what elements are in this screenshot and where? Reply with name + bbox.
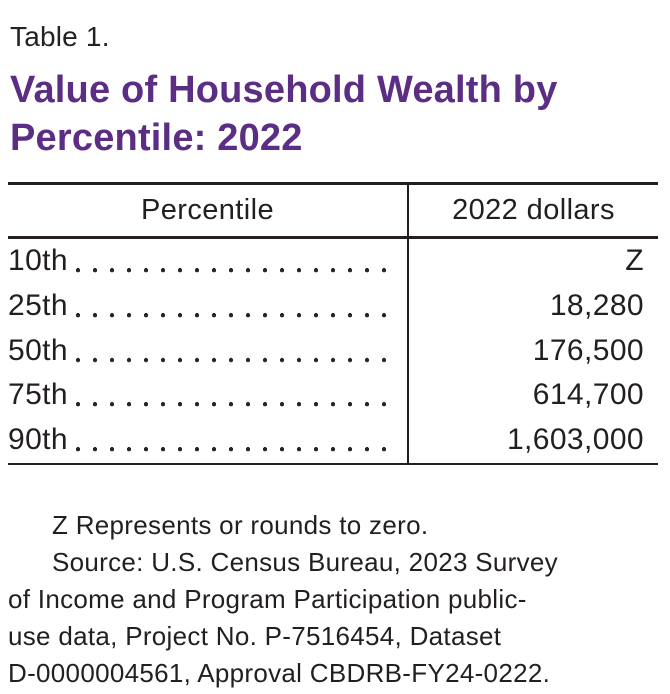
table-row: 10th Z [8,239,658,284]
table-header-row: Percentile 2022 dollars [8,182,658,239]
table-title: Value of Household Wealth by Percentile:… [10,66,670,162]
table-body: 10th Z 25th 18,280 50th 176,500 [8,239,658,465]
note-source-line-3: use data, Project No. P-7516454, Dataset [8,620,502,651]
table-row: 50th 176,500 [8,328,658,374]
table-notes: Z Represents or rounds to zero. Source: … [8,507,668,692]
column-header-2022-dollars: 2022 dollars [452,194,615,226]
row-value: 176,500 [532,333,644,367]
column-header-percentile: Percentile [8,185,409,236]
table-title-line-2: Percentile: 2022 [10,117,303,159]
row-label: 50th [8,333,68,367]
row-label-cell: 25th [8,283,409,329]
wealth-percentile-table: Percentile 2022 dollars 10th Z 25th 18,2… [8,182,658,465]
table-row: 75th 614,700 [8,373,658,419]
row-label: 90th [8,423,68,457]
note-source-line-1: Source: U.S. Census Bureau, 2023 Survey [52,546,558,577]
leader-dots [70,418,399,463]
leader-dots [70,373,399,419]
row-label-cell: 10th [8,239,409,284]
row-label-cell: 90th [8,418,409,463]
table-row: 90th 1,603,000 [8,418,658,463]
row-value: 18,280 [549,288,644,322]
note-source-line-4: D-0000004561, Approval CBDRB-FY24-0222. [8,657,551,688]
leader-dots [70,283,399,329]
row-value: Z [625,244,644,277]
note-source-line-2: of Income and Program Participation publ… [8,583,527,614]
row-label-cell: 75th [8,373,409,419]
leader-dots [70,239,399,284]
row-value: 1,603,000 [506,423,644,457]
row-label: 10th [8,244,68,277]
row-value: 614,700 [532,378,644,412]
table-title-line-1: Value of Household Wealth by [10,69,558,111]
leader-dots [70,328,399,374]
table-row: 25th 18,280 [8,283,658,329]
row-label: 75th [8,378,68,412]
row-label-cell: 50th [8,328,409,374]
note-z-definition: Z Represents or rounds to zero. [52,509,429,540]
row-label: 25th [8,288,68,322]
table-number-label: Table 1. [10,21,110,52]
